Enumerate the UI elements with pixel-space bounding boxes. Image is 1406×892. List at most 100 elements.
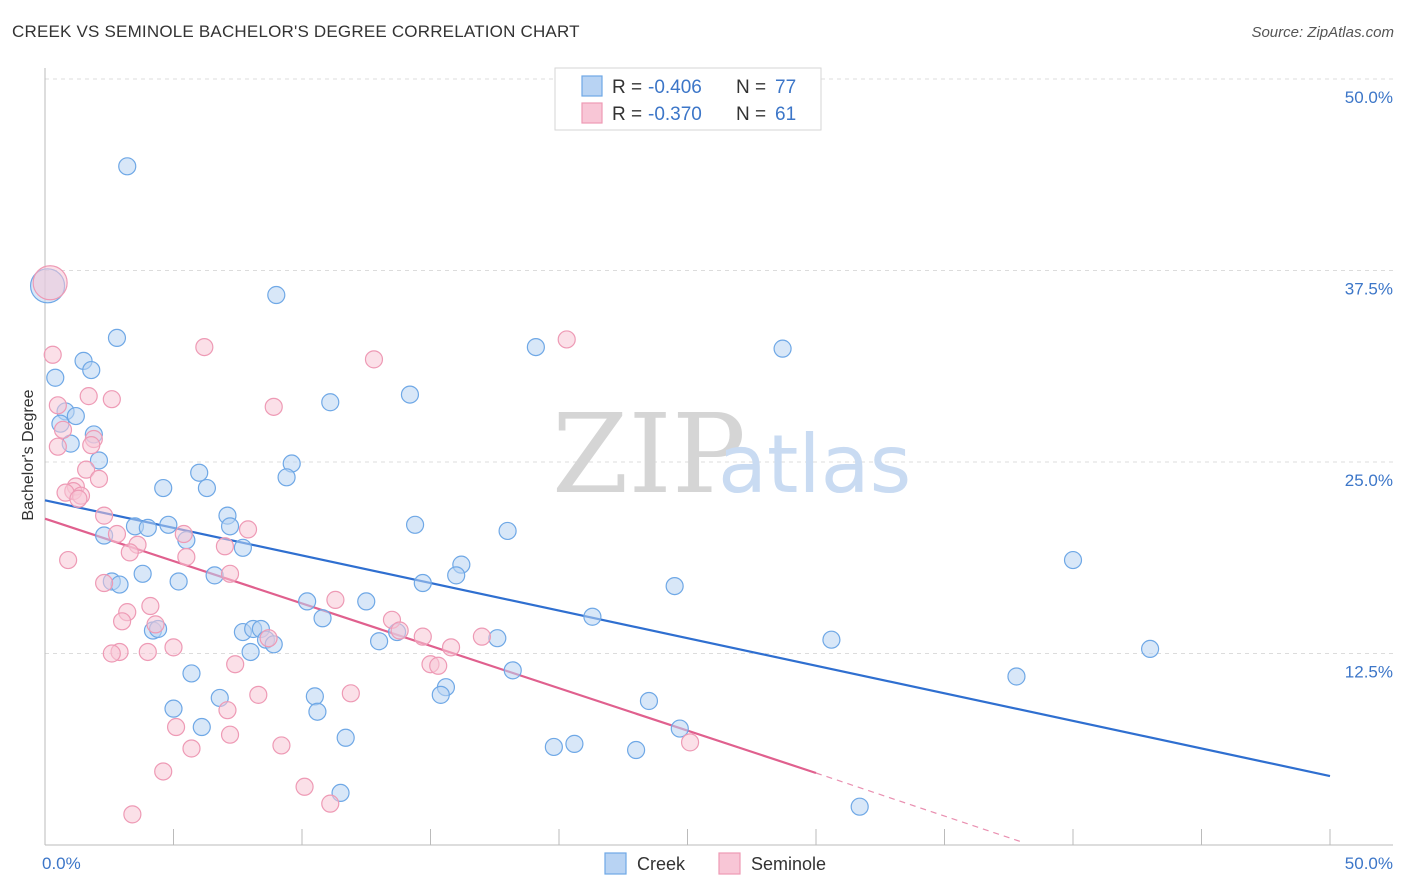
- point-seminole-48: [429, 656, 448, 675]
- point-creek-57: [241, 642, 260, 662]
- point-seminole-5: [79, 387, 98, 406]
- legend-r-label-seminole: R =: [612, 104, 642, 125]
- point-seminole-41: [441, 638, 461, 657]
- watermark-zip: ZIP: [552, 390, 746, 518]
- point-seminole-8: [48, 396, 67, 415]
- point-seminole-13: [77, 460, 96, 479]
- point-creek-34: [447, 566, 466, 585]
- point-creek-52: [488, 629, 507, 648]
- point-creek-45: [583, 607, 602, 626]
- y-tick-label-1: 25.0%: [1345, 471, 1393, 490]
- point-creek-20: [154, 478, 173, 498]
- legend-r-value-creek: -0.406: [648, 77, 702, 98]
- point-creek-53: [822, 630, 841, 649]
- point-seminole-12: [48, 437, 67, 456]
- point-seminole-57: [154, 762, 173, 781]
- y-tick-label-2: 37.5%: [1345, 280, 1393, 299]
- legend-n-label-creek: N =: [736, 77, 766, 98]
- point-seminole-31: [326, 590, 345, 609]
- point-creek-74: [626, 740, 646, 760]
- point-seminole-56: [182, 739, 201, 758]
- bottom-legend-label-creek[interactable]: Creek: [637, 854, 686, 874]
- grid-lines: [45, 78, 1393, 654]
- point-seminole-38: [413, 627, 432, 646]
- point-creek-3: [107, 328, 127, 348]
- point-seminole-58: [295, 777, 314, 796]
- point-seminole-53: [220, 725, 240, 744]
- point-seminole-28: [177, 547, 196, 567]
- tick-labels: 12.5% 25.0% 37.5% 50.0% 0.0% 50.0%: [42, 88, 1393, 873]
- point-seminole-26: [120, 543, 139, 562]
- point-seminole-46: [226, 655, 245, 674]
- point-seminole-2: [557, 330, 576, 349]
- point-seminole-52: [166, 717, 186, 737]
- axes: [44, 68, 1393, 846]
- point-seminole-21: [174, 524, 193, 544]
- point-creek-42: [357, 592, 376, 611]
- point-creek-5: [773, 339, 792, 358]
- point-seminole-40: [259, 629, 278, 648]
- point-creek-31: [233, 538, 252, 557]
- point-seminole-60: [123, 805, 142, 824]
- legend: R = -0.406 N = 77 R = -0.370 N = 61: [554, 67, 822, 131]
- trend-line-dashed-seminole: [815, 772, 1022, 843]
- point-creek-10: [321, 393, 340, 412]
- point-seminole-7: [264, 397, 283, 416]
- point-seminole-59: [321, 794, 340, 813]
- chart-source: Source: ZipAtlas.com: [1251, 24, 1394, 41]
- point-creek-1: [118, 157, 137, 176]
- point-seminole-37: [390, 621, 409, 640]
- point-seminole-4: [364, 350, 384, 369]
- point-creek-64: [305, 687, 324, 706]
- point-creek-24: [159, 515, 178, 534]
- point-seminole-9: [53, 420, 73, 439]
- legend-swatch-seminole: [581, 102, 603, 124]
- point-seminole-29: [220, 564, 240, 583]
- point-creek-40: [413, 573, 432, 593]
- point-seminole-55: [272, 736, 291, 755]
- point-creek-26: [405, 515, 425, 534]
- legend-r-value-seminole: -0.370: [648, 104, 702, 125]
- x-tick-label-0: 0.0%: [42, 854, 81, 873]
- point-creek-27: [498, 521, 517, 541]
- watermark-atlas: atlas: [718, 418, 911, 511]
- watermark: ZIP atlas: [552, 390, 911, 518]
- point-creek-43: [298, 592, 317, 611]
- y-tick-label-3: 50.0%: [1345, 88, 1393, 107]
- point-seminole-30: [95, 573, 114, 593]
- point-creek-73: [544, 737, 563, 757]
- bottom-legend-swatch-seminole[interactable]: [718, 852, 741, 875]
- point-seminole-39: [472, 627, 491, 646]
- bottom-legend-swatch-creek[interactable]: [604, 852, 627, 875]
- bottom-legend-label-seminole[interactable]: Seminole: [751, 854, 826, 874]
- point-creek-32: [1063, 550, 1083, 570]
- point-creek-44: [313, 609, 332, 628]
- point-creek-35: [133, 564, 152, 583]
- point-seminole-49: [341, 684, 360, 703]
- point-creek-56: [370, 632, 389, 651]
- point-creek-29: [138, 518, 157, 537]
- point-seminole-27: [59, 550, 78, 570]
- point-creek-66: [639, 691, 659, 711]
- point-seminole-19: [69, 489, 88, 508]
- point-seminole-25: [215, 537, 234, 556]
- point-creek-67: [164, 699, 183, 718]
- y-axis-label: Bachelor's Degree: [20, 389, 37, 520]
- point-seminole-54: [680, 733, 700, 752]
- point-creek-68: [308, 702, 327, 721]
- point-seminole-1: [195, 338, 214, 357]
- point-creek-2: [267, 285, 286, 305]
- data-points: [29, 157, 1160, 824]
- point-creek-25: [220, 517, 240, 536]
- point-seminole-11: [82, 436, 101, 455]
- trend-line-seminole: [44, 517, 817, 775]
- point-creek-39: [169, 572, 188, 591]
- point-creek-72: [565, 734, 584, 753]
- point-seminole-6: [102, 390, 121, 409]
- point-creek-61: [1007, 667, 1026, 686]
- chart-title: CREEK VS SEMINOLE BACHELOR'S DEGREE CORR…: [12, 22, 580, 41]
- point-creek-60: [182, 664, 201, 683]
- legend-n-value-seminole: 61: [775, 104, 796, 125]
- point-creek-21: [197, 478, 217, 498]
